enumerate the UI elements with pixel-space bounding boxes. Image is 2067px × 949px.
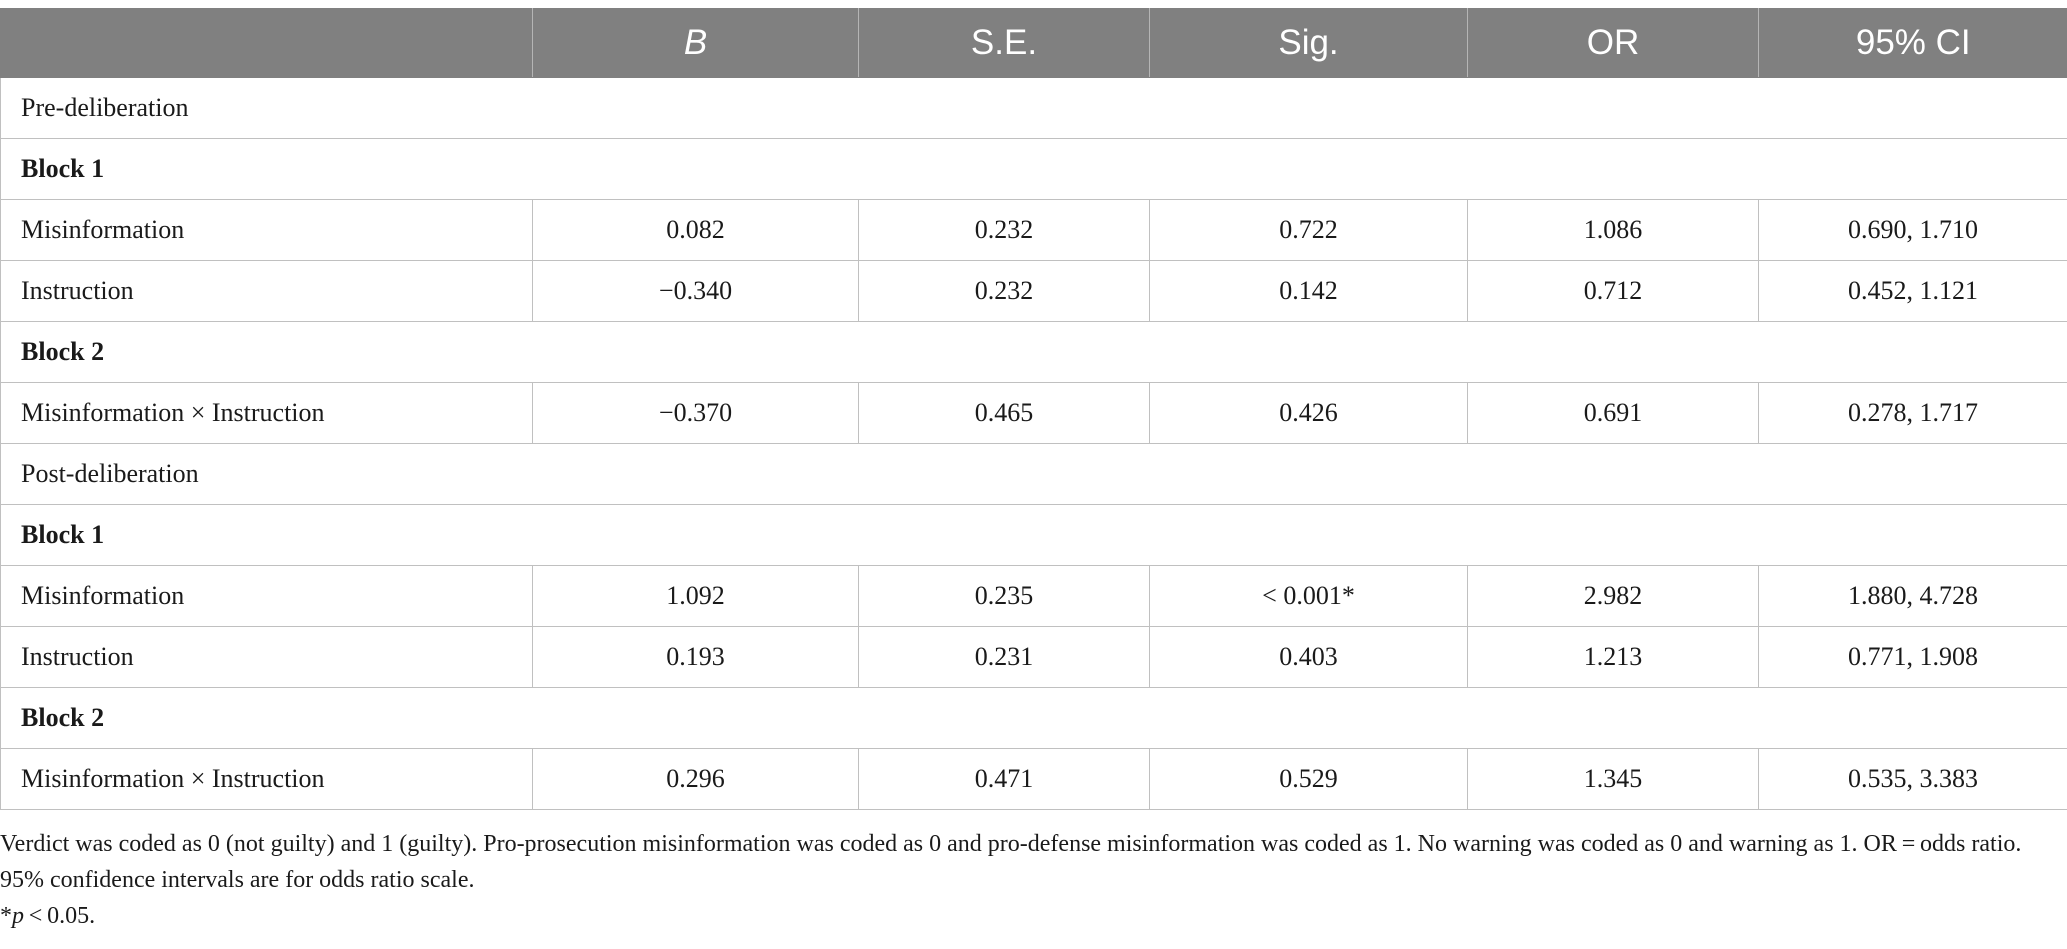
sig-value: 0.403	[1149, 626, 1468, 688]
header-row: B S.E. Sig. OR 95% CI	[0, 8, 2067, 78]
predictor-label: Misinformation × Instruction	[0, 382, 533, 444]
predictor-label: Misinformation	[0, 199, 533, 261]
section-label: Post-deliberation	[0, 443, 2067, 505]
predictor-label: Misinformation	[0, 565, 533, 627]
section-label: Pre-deliberation	[0, 77, 2067, 139]
block-row: Block 1	[0, 138, 2067, 200]
table-row: Instruction 0.193 0.231 0.403 1.213 0.771, 1.…	[0, 626, 2067, 688]
section-row: Post-deliberation	[0, 443, 2067, 505]
or-value: 1.086	[1467, 199, 1759, 261]
se-value: 0.231	[858, 626, 1150, 688]
sig-p-symbol: p	[12, 903, 24, 929]
sig-threshold: < 0.05.	[24, 903, 96, 929]
footnote-coding: Verdict was coded as 0 (not guilty) and …	[0, 831, 2022, 893]
ci-value: 0.535, 3.383	[1758, 748, 2067, 810]
sig-value: 0.722	[1149, 199, 1468, 261]
b-value: 1.092	[532, 565, 859, 627]
block-row: Block 1	[0, 504, 2067, 566]
table-row: Misinformation × Instruction 0.296 0.471 0.…	[0, 748, 2067, 810]
b-value: 0.193	[532, 626, 859, 688]
b-value: 0.082	[532, 199, 859, 261]
or-value: 0.691	[1467, 382, 1759, 444]
regression-table-container: B S.E. Sig. OR 95% CI Pre-deliberation Bl…	[0, 8, 2067, 810]
block-label: Block 1	[0, 138, 2067, 200]
ci-value: 0.452, 1.121	[1758, 260, 2067, 322]
footnote-significance: *p < 0.05.	[0, 898, 2060, 934]
table-row: Misinformation 0.082 0.232 0.722 1.086 0.690,…	[0, 199, 2067, 261]
se-value: 0.232	[858, 260, 1150, 322]
sig-value: 0.142	[1149, 260, 1468, 322]
block-label: Block 1	[0, 504, 2067, 566]
ci-value: 0.771, 1.908	[1758, 626, 2067, 688]
table-row: Misinformation 1.092 0.235 < 0.001* 2.982 1.8…	[0, 565, 2067, 627]
sig-value: 0.426	[1149, 382, 1468, 444]
block-row: Block 2	[0, 321, 2067, 383]
se-value: 0.232	[858, 199, 1150, 261]
table-row: Instruction −0.340 0.232 0.142 0.712 0.452, 1…	[0, 260, 2067, 322]
table-footnotes: Verdict was coded as 0 (not guilty) and …	[0, 826, 2060, 934]
table-header: B S.E. Sig. OR 95% CI	[0, 8, 2067, 78]
b-value: 0.296	[532, 748, 859, 810]
regression-table: B S.E. Sig. OR 95% CI Pre-deliberation Bl…	[0, 8, 2067, 810]
header-ci: 95% CI	[1758, 8, 2067, 78]
se-value: 0.235	[858, 565, 1150, 627]
section-row: Pre-deliberation	[0, 77, 2067, 139]
table-body: Pre-deliberation Block 1 Misinformation 0.0…	[0, 77, 2067, 810]
predictor-label: Instruction	[0, 626, 533, 688]
sig-marker: *	[0, 903, 12, 929]
block-label: Block 2	[0, 687, 2067, 749]
ci-value: 0.278, 1.717	[1758, 382, 2067, 444]
b-value: −0.340	[532, 260, 859, 322]
header-or: OR	[1467, 8, 1759, 78]
header-b: B	[532, 8, 859, 78]
or-value: 1.345	[1467, 748, 1759, 810]
ci-value: 1.880, 4.728	[1758, 565, 2067, 627]
header-sig: Sig.	[1149, 8, 1468, 78]
block-row: Block 2	[0, 687, 2067, 749]
or-value: 1.213	[1467, 626, 1759, 688]
header-label-cell	[0, 8, 533, 78]
or-value: 0.712	[1467, 260, 1759, 322]
predictor-label: Misinformation × Instruction	[0, 748, 533, 810]
se-value: 0.465	[858, 382, 1150, 444]
ci-value: 0.690, 1.710	[1758, 199, 2067, 261]
se-value: 0.471	[858, 748, 1150, 810]
sig-value: < 0.001*	[1149, 565, 1468, 627]
sig-value: 0.529	[1149, 748, 1468, 810]
predictor-label: Instruction	[0, 260, 533, 322]
table-row: Misinformation × Instruction −0.370 0.465 0…	[0, 382, 2067, 444]
block-label: Block 2	[0, 321, 2067, 383]
b-value: −0.370	[532, 382, 859, 444]
or-value: 2.982	[1467, 565, 1759, 627]
header-se: S.E.	[858, 8, 1150, 78]
